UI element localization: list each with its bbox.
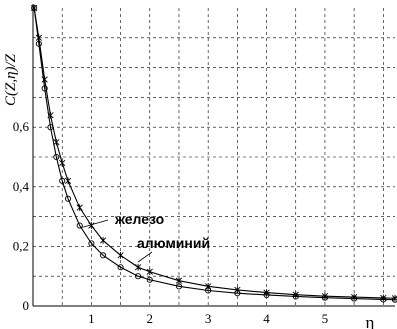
data-point	[76, 204, 83, 212]
x-tick-label: 2	[147, 311, 154, 326]
data-point	[146, 276, 153, 283]
y-tick-label: 0	[23, 298, 30, 313]
data-point	[53, 138, 60, 146]
data-point	[88, 222, 95, 229]
data-point	[146, 268, 153, 276]
series-line	[33, 7, 396, 299]
data-point	[88, 240, 95, 247]
axes	[32, 4, 395, 307]
annotation-aluminium: алюминий	[137, 235, 210, 251]
series-line	[33, 7, 396, 301]
data-point	[205, 287, 212, 294]
data-point	[76, 222, 83, 229]
data-point	[391, 296, 397, 303]
grid	[33, 8, 395, 306]
x-tick-label: 5	[322, 311, 329, 326]
series-aluminium	[31, 4, 397, 303]
data-point	[100, 252, 107, 259]
data-point	[31, 4, 38, 12]
y-tick-label: 0,4	[13, 179, 30, 194]
data-point	[175, 283, 183, 290]
data-point	[35, 40, 42, 47]
annotation-iron: железо	[114, 211, 164, 227]
data-point	[175, 277, 183, 285]
y-tick-label: 0,6	[13, 119, 30, 134]
x-tick-label: 3	[205, 311, 212, 326]
annotation-iron-leader	[79, 219, 109, 229]
x-axis-label: η	[366, 313, 375, 329]
data-point	[135, 273, 142, 280]
data-point	[64, 177, 72, 185]
data-point	[292, 293, 299, 300]
data-point	[117, 264, 124, 271]
y-tick-label: 0,2	[13, 238, 29, 253]
data-point	[53, 153, 60, 161]
data-point	[321, 294, 328, 301]
series-iron	[31, 4, 397, 302]
annotation-aluminium-leader	[137, 251, 153, 263]
data-point	[59, 177, 66, 184]
data-point	[234, 290, 241, 297]
data-point	[263, 291, 270, 299]
x-tick-label: 1	[88, 311, 95, 326]
data-point	[134, 263, 142, 271]
data-point	[117, 251, 124, 259]
series-group	[31, 4, 397, 303]
data-point	[47, 124, 54, 131]
data-point	[41, 85, 48, 92]
data-point	[59, 159, 66, 167]
x-tick-label: 4	[263, 311, 270, 326]
y-axis-label: C(Z,η)/Z	[3, 53, 19, 106]
data-point	[64, 195, 72, 202]
data-point	[351, 295, 358, 302]
tick-labels: 1 2 3 4 5 0 0,2 0,4 0,6	[13, 119, 328, 326]
data-point	[99, 237, 107, 244]
data-point	[380, 296, 387, 303]
